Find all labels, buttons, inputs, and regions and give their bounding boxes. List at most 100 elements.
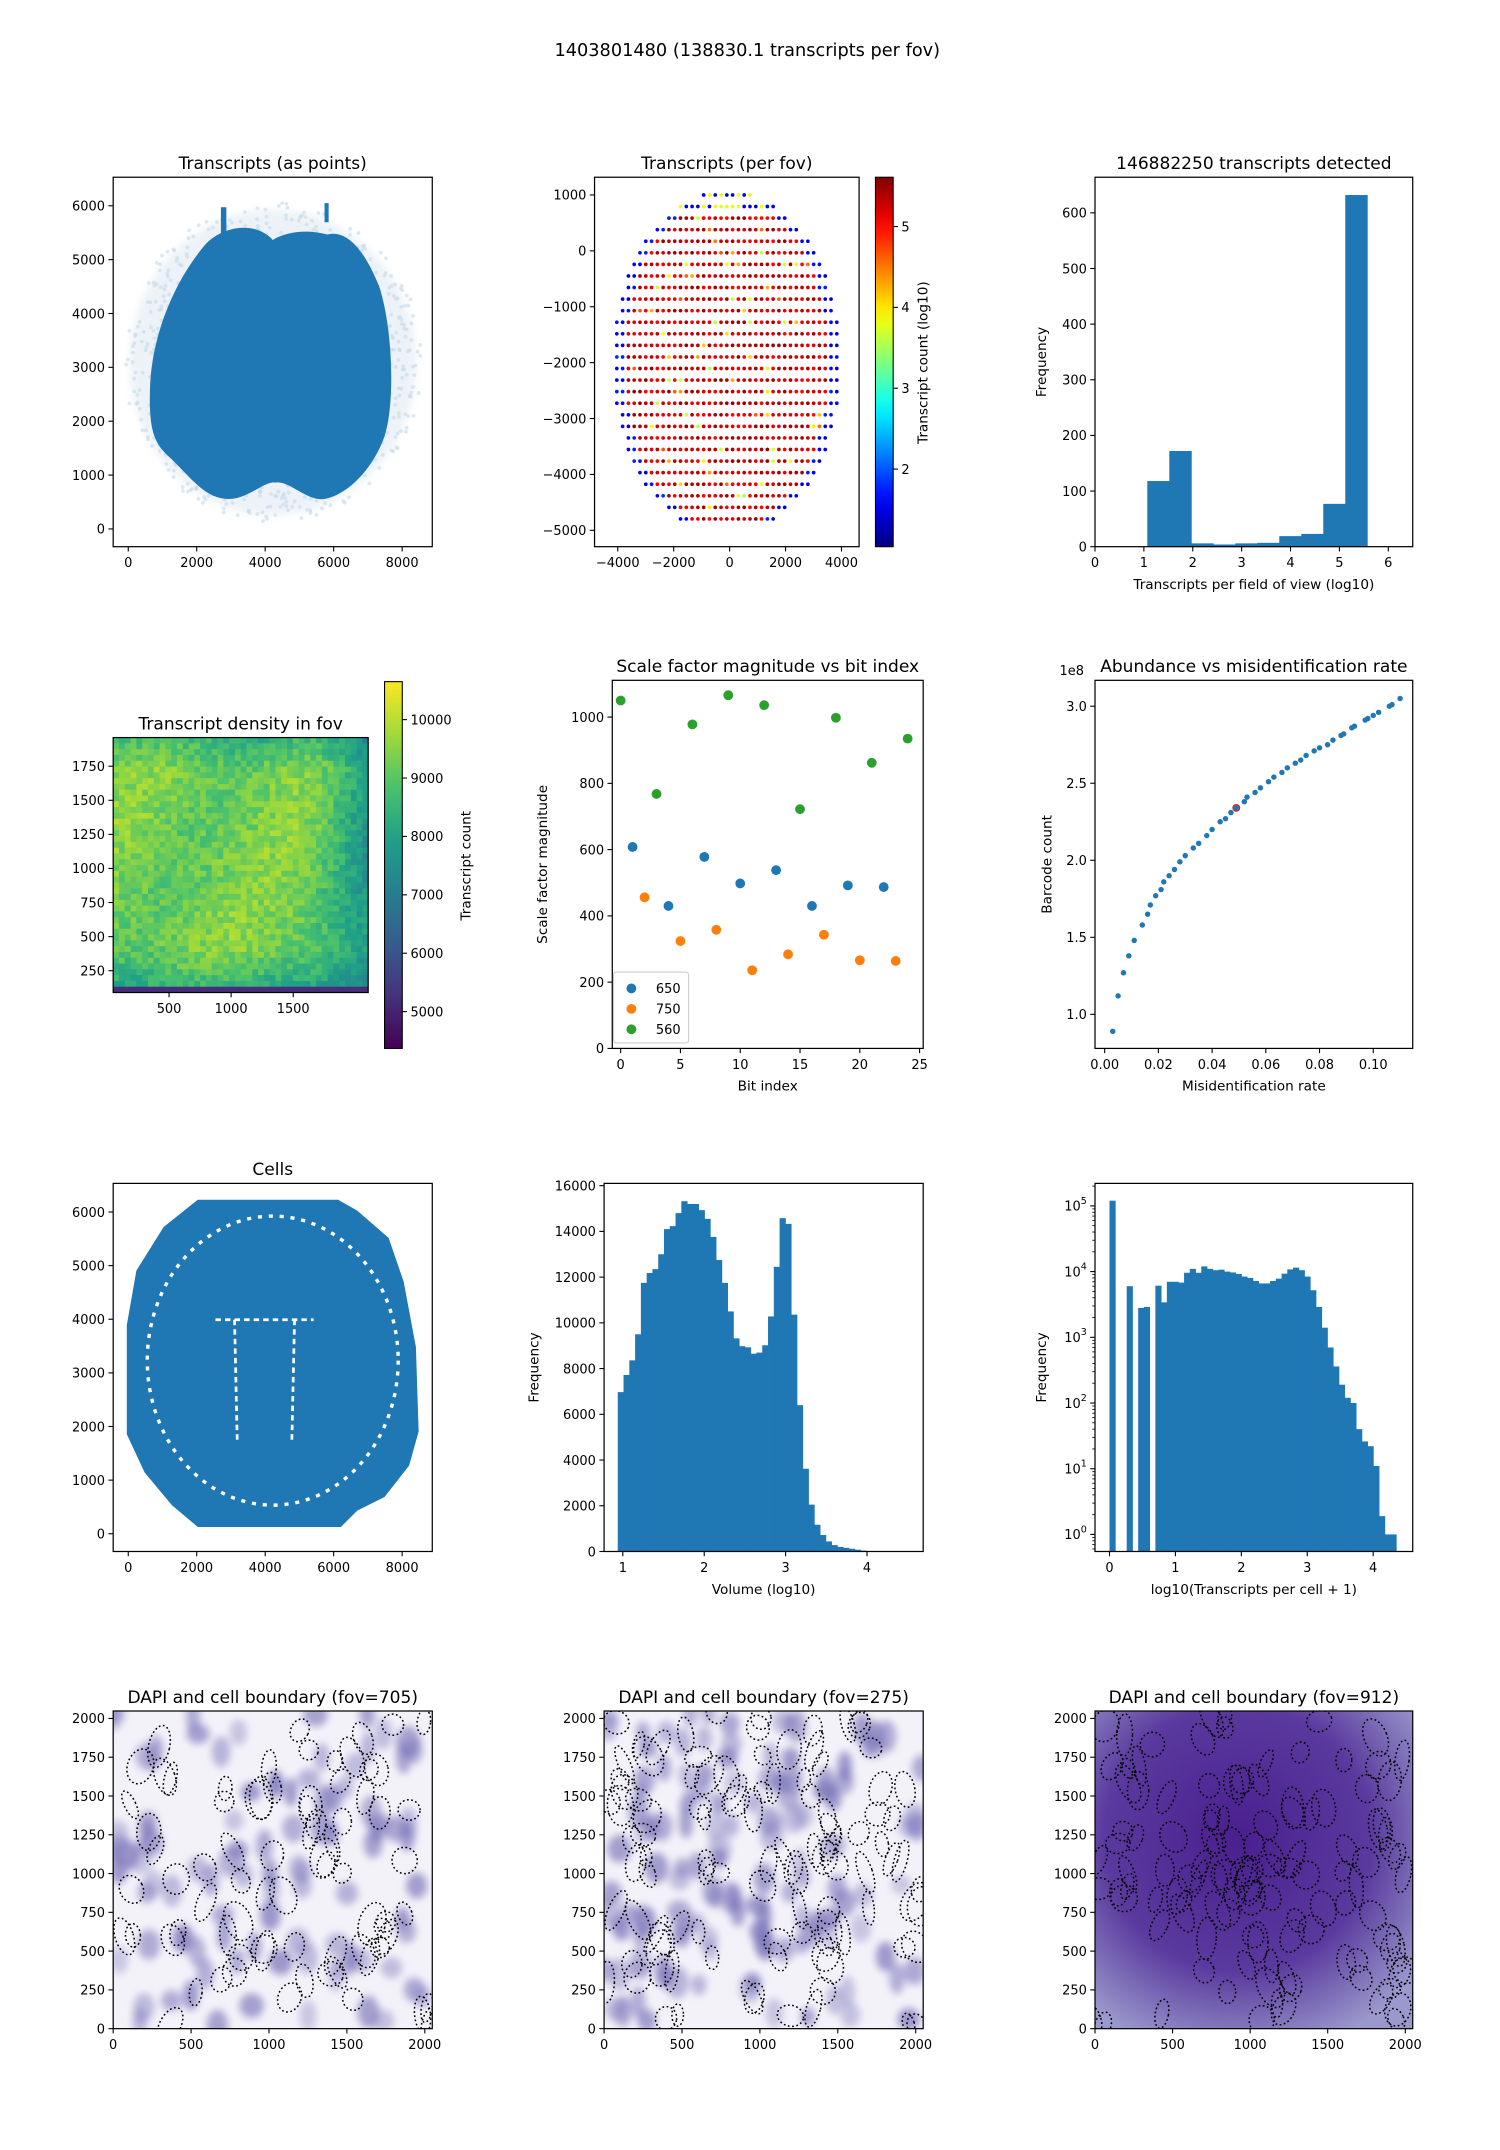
nucleus xyxy=(793,1802,814,1829)
fov-point xyxy=(684,204,689,209)
fov-point xyxy=(724,343,729,348)
heatmap-cell xyxy=(211,870,219,878)
fov-point xyxy=(753,297,758,301)
fov-point xyxy=(777,424,781,429)
transcript-point xyxy=(235,513,240,518)
nucleus xyxy=(113,1711,125,1724)
heatmap-cell xyxy=(258,963,265,970)
heatmap-cell xyxy=(159,905,166,912)
fov-point xyxy=(707,239,712,244)
heatmap-cell xyxy=(321,911,329,918)
transcript-point xyxy=(283,213,288,218)
heatmap-cell xyxy=(362,870,369,878)
heatmap-cell xyxy=(327,888,334,895)
fov-point xyxy=(806,297,810,301)
heatmap-cell xyxy=(159,812,166,820)
fov-point xyxy=(719,216,723,220)
heatmap-cell xyxy=(136,830,143,837)
heatmap-cell xyxy=(171,818,178,826)
fov-point xyxy=(707,436,712,440)
transcript-point xyxy=(285,205,290,210)
x-tick-label: 0 xyxy=(1091,556,1099,571)
heatmap-cell xyxy=(333,812,340,820)
heatmap-cell xyxy=(200,847,207,855)
heatmap-cell xyxy=(275,760,282,768)
cell-boundary xyxy=(329,1768,352,1794)
fov-point xyxy=(620,401,625,406)
cell-boundary xyxy=(323,1935,348,1977)
heatmap-cell xyxy=(292,737,300,744)
fov-point xyxy=(829,343,833,348)
heatmap-cell xyxy=(113,934,120,941)
heatmap-cell xyxy=(252,824,259,831)
cell-boundary xyxy=(1170,1893,1196,1933)
fov-point xyxy=(620,308,625,313)
transcript-point xyxy=(389,274,394,278)
heatmap-cell xyxy=(229,894,236,901)
heatmap-cell xyxy=(292,888,300,895)
fov-point xyxy=(696,436,700,440)
heatmap-cell xyxy=(263,853,271,860)
fov-point xyxy=(753,216,758,220)
dapi-fov-275-panel: DAPI and cell boundary (fov=275)0 500 1000… xyxy=(563,1688,932,2053)
heatmap-cell xyxy=(339,836,346,843)
heatmap-cell xyxy=(159,957,166,965)
transcript-point xyxy=(367,481,372,486)
cell-boundary xyxy=(1335,1747,1353,1773)
nucleus xyxy=(142,1870,164,1899)
fov-point xyxy=(638,470,642,475)
heatmap-cell xyxy=(316,783,323,791)
fov-point xyxy=(649,331,654,336)
cell-boundary xyxy=(1282,1840,1307,1880)
fov-point xyxy=(771,297,775,301)
heatmap-cell xyxy=(182,928,190,936)
histogram-bar xyxy=(1169,450,1192,547)
fov-point xyxy=(800,262,804,267)
fov-point xyxy=(661,401,665,406)
cell-boundary xyxy=(317,1960,345,1987)
heatmap-cell xyxy=(350,969,358,976)
heatmap-cell xyxy=(211,754,219,762)
heatmap-cell xyxy=(321,870,329,878)
heatmap-cell xyxy=(182,818,190,826)
legend-marker xyxy=(626,1003,637,1014)
fov-point xyxy=(649,262,654,267)
y-tick-label: 12000 xyxy=(555,1271,596,1286)
heatmap-cell xyxy=(287,940,294,947)
transcript-point xyxy=(290,505,295,509)
y-tick-label: 1500 xyxy=(1054,1790,1087,1805)
cell-boundary xyxy=(604,1889,628,1931)
transcript-point xyxy=(130,344,135,349)
heatmap-cell xyxy=(147,847,155,855)
fov-point xyxy=(667,378,671,382)
heatmap-cell xyxy=(182,789,190,797)
heatmap-cell xyxy=(118,778,126,785)
cell-boundary xyxy=(375,1910,397,1933)
fov-point xyxy=(765,412,770,417)
panel-title: 146882250 transcripts detected xyxy=(1116,154,1391,174)
histogram-bar xyxy=(1235,1273,1242,1552)
fov-point xyxy=(806,343,810,348)
fov-point xyxy=(811,366,816,371)
heatmap-cell xyxy=(124,876,132,883)
panel-title: Transcripts (as points) xyxy=(178,154,367,174)
heatmap-cell xyxy=(182,812,190,820)
heatmap-cell xyxy=(281,801,288,808)
fov-point xyxy=(777,320,781,325)
fov-point xyxy=(817,343,822,348)
fov-point xyxy=(811,274,816,278)
transcript-point xyxy=(397,348,402,353)
heatmap-cell xyxy=(292,807,300,814)
heatmap-cell xyxy=(263,957,271,965)
heatmap-cell xyxy=(194,888,201,895)
abundance-point xyxy=(1222,815,1229,822)
histogram-bar xyxy=(1195,1272,1202,1552)
heatmap-cell xyxy=(292,766,300,773)
heatmap-cell xyxy=(333,743,340,750)
fov-point xyxy=(690,470,694,475)
cell-boundary xyxy=(713,1755,741,1800)
heatmap-cell xyxy=(205,946,213,953)
heatmap-cell xyxy=(147,824,155,831)
heatmap-cell xyxy=(333,778,340,785)
heatmap-cell xyxy=(275,772,282,779)
